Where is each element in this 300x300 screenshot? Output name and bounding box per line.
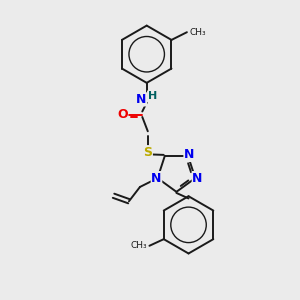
Text: N: N [184, 148, 194, 161]
Text: CH₃: CH₃ [130, 241, 147, 250]
Text: CH₃: CH₃ [189, 28, 206, 37]
Text: N: N [151, 172, 162, 184]
Text: N: N [192, 172, 203, 184]
Text: O: O [117, 108, 128, 121]
Text: S: S [143, 146, 152, 159]
Text: H: H [148, 91, 157, 101]
Text: N: N [136, 93, 146, 106]
